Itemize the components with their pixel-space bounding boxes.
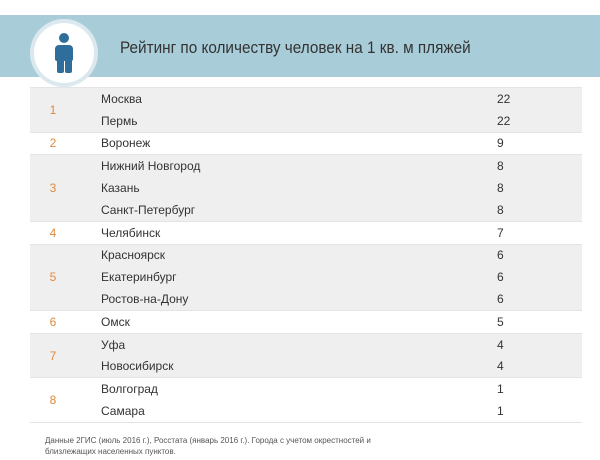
city-name: Санкт-Петербург (101, 202, 196, 217)
people-per-sqm-value: 6 (497, 270, 504, 285)
people-per-sqm-value: 8 (497, 202, 504, 217)
city-name: Красноярск (101, 248, 166, 263)
people-per-sqm-value: 4 (497, 337, 504, 352)
table-row: Омск 5 (76, 311, 582, 333)
rank-number: 8 (49, 393, 57, 408)
header-banner: Рейтинг по количеству человек на 1 кв. м… (0, 15, 600, 83)
rank-number: 5 (49, 270, 57, 285)
table-row: Санкт-Петербург 8 (76, 199, 582, 221)
city-name: Уфа (101, 337, 126, 352)
rank-group: 5 Красноярск 6 Екатеринбург 6 Ростов-на-Дону 6 (30, 244, 582, 311)
city-name: Челябинск (101, 225, 161, 240)
rank-number: 2 (49, 136, 57, 151)
rank-group: 3 Нижний Новгород 8 Казань 8 Санкт-Петербург 8 (30, 155, 582, 222)
rank-group: 1 Москва 22 Пермь 22 (30, 88, 582, 133)
people-per-sqm-value: 9 (497, 136, 504, 151)
people-per-sqm-value: 6 (497, 248, 504, 263)
rank-number: 4 (49, 225, 57, 240)
rank-number: 1 (49, 102, 57, 117)
people-per-sqm-value: 1 (497, 404, 504, 419)
page-title: Рейтинг по количеству человек на 1 кв. м… (120, 38, 471, 57)
city-name: Екатеринбург (101, 270, 177, 285)
table-row: Уфа 4 (76, 334, 582, 356)
rank-group: 6 Омск 5 (30, 311, 582, 334)
ranking-table: 1 Москва 22 Пермь 22 2 Воронеж 9 3 Нижний Новгоро… (30, 87, 582, 423)
people-per-sqm-value: 1 (497, 382, 504, 397)
city-name: Нижний Новгород (101, 159, 201, 174)
table-row: Самара 1 (76, 400, 582, 422)
table-row: Нижний Новгород 8 (76, 155, 582, 177)
table-row: Москва 22 (76, 88, 582, 110)
rank-group: 4 Челябинск 7 (30, 222, 582, 245)
people-per-sqm-value: 6 (497, 292, 504, 307)
city-name: Воронеж (101, 136, 151, 151)
table-row: Казань 8 (76, 177, 582, 199)
rank-number: 3 (49, 181, 57, 196)
table-row: Ростов-на-Дону 6 (76, 288, 582, 310)
city-name: Новосибирск (101, 359, 174, 374)
footnote: Данные 2ГИС (июль 2016 г.), Росстата (ян… (45, 436, 371, 456)
table-row: Челябинск 7 (76, 222, 582, 244)
table-row: Пермь 22 (76, 110, 582, 132)
table-row: Новосибирск 4 (76, 356, 582, 378)
city-name: Волгоград (101, 382, 158, 397)
city-name: Казань (101, 181, 140, 196)
table-row: Красноярск 6 (76, 245, 582, 267)
city-name: Пермь (101, 113, 138, 128)
people-per-sqm-value: 22 (497, 113, 511, 128)
people-per-sqm-value: 4 (497, 359, 504, 374)
people-per-sqm-value: 22 (497, 91, 511, 106)
city-name: Москва (101, 91, 142, 106)
city-name: Самара (101, 404, 145, 419)
city-name: Омск (101, 314, 130, 329)
people-per-sqm-value: 7 (497, 225, 504, 240)
rank-number: 7 (49, 348, 57, 363)
city-name: Ростов-на-Дону (101, 292, 189, 307)
table-row: Екатеринбург 6 (76, 266, 582, 288)
rank-group: 7 Уфа 4 Новосибирск 4 (30, 333, 582, 379)
rank-group: 2 Воронеж 9 (30, 133, 582, 156)
rank-group: 8 Волгоград 1 Самара 1 (30, 378, 582, 423)
avatar (34, 23, 94, 83)
people-per-sqm-value: 8 (497, 181, 504, 196)
people-per-sqm-value: 8 (497, 159, 504, 174)
people-per-sqm-value: 5 (497, 314, 504, 329)
table-row: Воронеж 9 (76, 133, 582, 155)
rank-number: 6 (49, 314, 57, 329)
table-row: Волгоград 1 (76, 378, 582, 400)
